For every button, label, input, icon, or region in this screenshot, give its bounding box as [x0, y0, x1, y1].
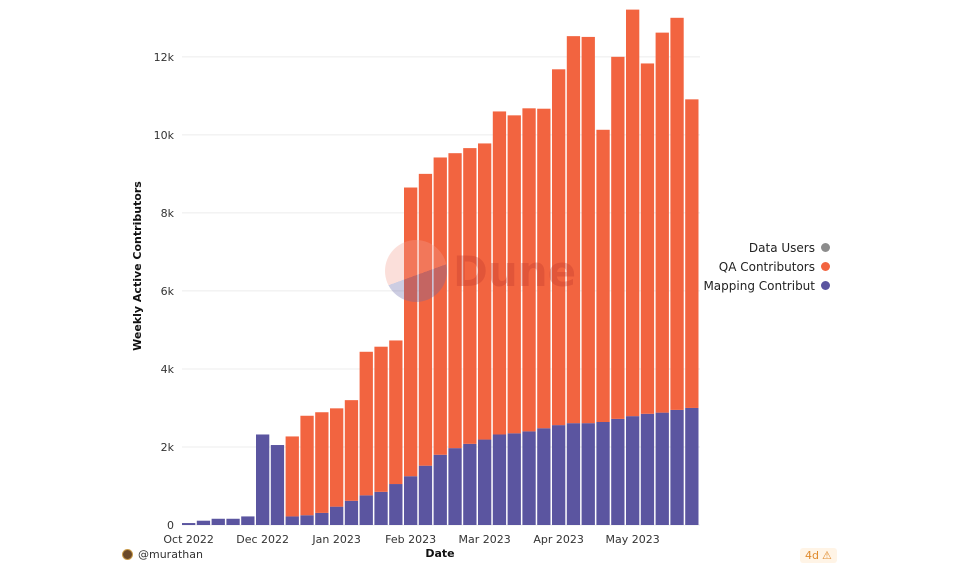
bar-mapping-contributors[interactable] — [389, 484, 403, 525]
bar-mapping-contributors[interactable] — [655, 412, 669, 525]
bar-qa-contributors[interactable] — [418, 173, 433, 466]
legend-item-mapping-contributors[interactable]: Mapping Contribut — [690, 276, 830, 295]
bar-mapping-contributors[interactable] — [404, 476, 418, 525]
y-tick-label: 2k — [161, 441, 175, 454]
bar-qa-contributors[interactable] — [581, 36, 595, 424]
bar-mapping-contributors[interactable] — [241, 516, 255, 525]
bar-mapping-contributors[interactable] — [478, 439, 492, 525]
bar-mapping-contributors[interactable] — [330, 506, 344, 525]
bar-qa-contributors[interactable] — [448, 153, 462, 449]
bar-qa-contributors[interactable] — [507, 115, 521, 434]
x-tick-label: Dec 2022 — [236, 533, 289, 546]
bar-mapping-contributors[interactable] — [537, 428, 551, 525]
bar-qa-contributors[interactable] — [522, 108, 536, 432]
bar-qa-contributors[interactable] — [492, 111, 507, 435]
bar-qa-contributors[interactable] — [552, 69, 566, 426]
y-axis-ticks: 0 2k 4k 6k 8k 10k 12k — [154, 51, 175, 532]
bar-mapping-contributors[interactable] — [552, 425, 566, 525]
bar-mapping-contributors[interactable] — [566, 423, 581, 525]
bar-mapping-contributors[interactable] — [463, 443, 477, 525]
author-name: @murathan — [138, 548, 203, 561]
bar-mapping-contributors[interactable] — [285, 516, 299, 525]
y-tick-label: 4k — [161, 363, 175, 376]
x-tick-label: Feb 2023 — [385, 533, 436, 546]
bar-mapping-contributors[interactable] — [344, 500, 359, 525]
legend-label: QA Contributors — [718, 259, 815, 274]
bar-mapping-contributors[interactable] — [596, 422, 610, 525]
legend-item-qa-contributors[interactable]: QA Contributors — [690, 257, 830, 276]
legend-label: Mapping Contribut — [703, 278, 815, 293]
bar-qa-contributors[interactable] — [359, 351, 373, 496]
bar-qa-contributors[interactable] — [655, 32, 669, 413]
bar-mapping-contributors[interactable] — [670, 409, 684, 525]
bar-mapping-contributors[interactable] — [581, 423, 595, 525]
bar-qa-contributors[interactable] — [404, 187, 418, 477]
y-tick-label: 12k — [154, 51, 175, 64]
bar-mapping-contributors[interactable] — [433, 454, 447, 525]
bar-mapping-contributors[interactable] — [448, 448, 462, 525]
x-axis-title: Date — [425, 547, 454, 560]
bar-mapping-contributors[interactable] — [359, 495, 373, 525]
avatar — [122, 549, 133, 560]
bar-qa-contributors[interactable] — [626, 9, 640, 417]
y-tick-label: 0 — [167, 519, 174, 532]
x-tick-label: May 2023 — [606, 533, 660, 546]
x-axis-ticks: Oct 2022 Dec 2022 Jan 2023 Feb 2023 Mar 2023… — [163, 533, 659, 546]
bar-mapping-contributors[interactable] — [418, 465, 433, 525]
x-tick-label: Mar 2023 — [459, 533, 511, 546]
bar-qa-contributors[interactable] — [374, 346, 388, 492]
bar-qa-contributors[interactable] — [640, 63, 655, 414]
author-link[interactable]: @murathan — [122, 548, 203, 561]
x-tick-label: Apr 2023 — [533, 533, 584, 546]
bar-qa-contributors[interactable] — [389, 340, 403, 485]
bar-mapping-contributors[interactable] — [640, 413, 655, 525]
bar-qa-contributors[interactable] — [285, 436, 299, 517]
bars — [182, 9, 699, 525]
bar-qa-contributors[interactable] — [670, 17, 684, 410]
bar-mapping-contributors[interactable] — [492, 434, 507, 525]
bar-qa-contributors[interactable] — [300, 415, 314, 516]
bar-qa-contributors[interactable] — [433, 157, 447, 455]
bar-mapping-contributors[interactable] — [211, 518, 225, 525]
bar-qa-contributors[interactable] — [463, 148, 477, 444]
bar-mapping-contributors[interactable] — [226, 518, 240, 525]
bar-mapping-contributors[interactable] — [507, 433, 521, 525]
bar-qa-contributors[interactable] — [566, 36, 581, 424]
bar-qa-contributors[interactable] — [344, 400, 359, 501]
y-tick-label: 10k — [154, 129, 175, 142]
bar-mapping-contributors[interactable] — [196, 520, 211, 525]
bar-mapping-contributors[interactable] — [626, 416, 640, 525]
age-text: 4d — [805, 549, 819, 562]
bar-qa-contributors[interactable] — [315, 412, 329, 513]
bar-qa-contributors[interactable] — [478, 143, 492, 440]
x-tick-label: Oct 2022 — [163, 533, 214, 546]
bar-mapping-contributors[interactable] — [374, 491, 388, 525]
bar-mapping-contributors[interactable] — [300, 515, 314, 525]
bar-qa-contributors[interactable] — [611, 56, 625, 419]
bar-mapping-contributors[interactable] — [522, 431, 536, 525]
bar-mapping-contributors[interactable] — [256, 434, 270, 525]
bar-mapping-contributors[interactable] — [270, 445, 285, 525]
bar-qa-contributors[interactable] — [596, 129, 610, 422]
y-tick-label: 8k — [161, 207, 175, 220]
legend-dot — [821, 281, 830, 290]
bar-mapping-contributors[interactable] — [182, 523, 196, 525]
y-tick-label: 6k — [161, 285, 175, 298]
legend-dot — [821, 262, 830, 271]
bar-qa-contributors[interactable] — [330, 408, 344, 507]
age-badge[interactable]: 4d ⚠ — [800, 548, 837, 563]
legend-label: Data Users — [748, 240, 815, 255]
bar-mapping-contributors[interactable] — [611, 418, 625, 525]
warning-icon: ⚠ — [821, 549, 832, 562]
bar-mapping-contributors[interactable] — [315, 512, 329, 525]
bar-mapping-contributors[interactable] — [685, 407, 699, 525]
legend-item-data-users[interactable]: Data Users — [690, 238, 830, 257]
bar-qa-contributors[interactable] — [537, 108, 551, 429]
bar-qa-contributors[interactable] — [685, 99, 699, 408]
legend-dot — [821, 243, 830, 252]
x-tick-label: Jan 2023 — [311, 533, 360, 546]
legend: Data Users QA Contributors Mapping Contr… — [690, 238, 830, 295]
y-axis-title: Weekly Active Contributors — [131, 181, 144, 351]
